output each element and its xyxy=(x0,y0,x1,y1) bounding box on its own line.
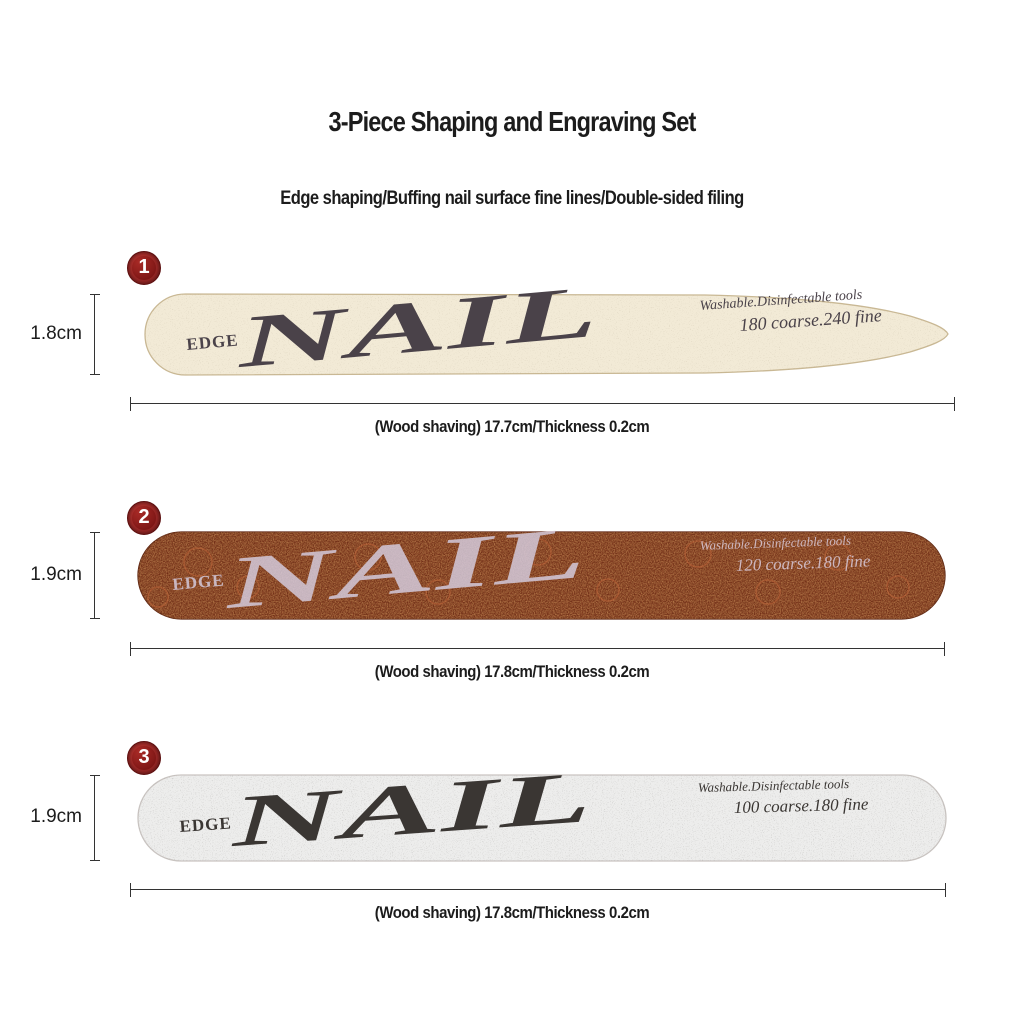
svg-text:100 coarse.180 fine: 100 coarse.180 fine xyxy=(734,794,869,817)
svg-text:EDGE: EDGE xyxy=(179,813,232,836)
